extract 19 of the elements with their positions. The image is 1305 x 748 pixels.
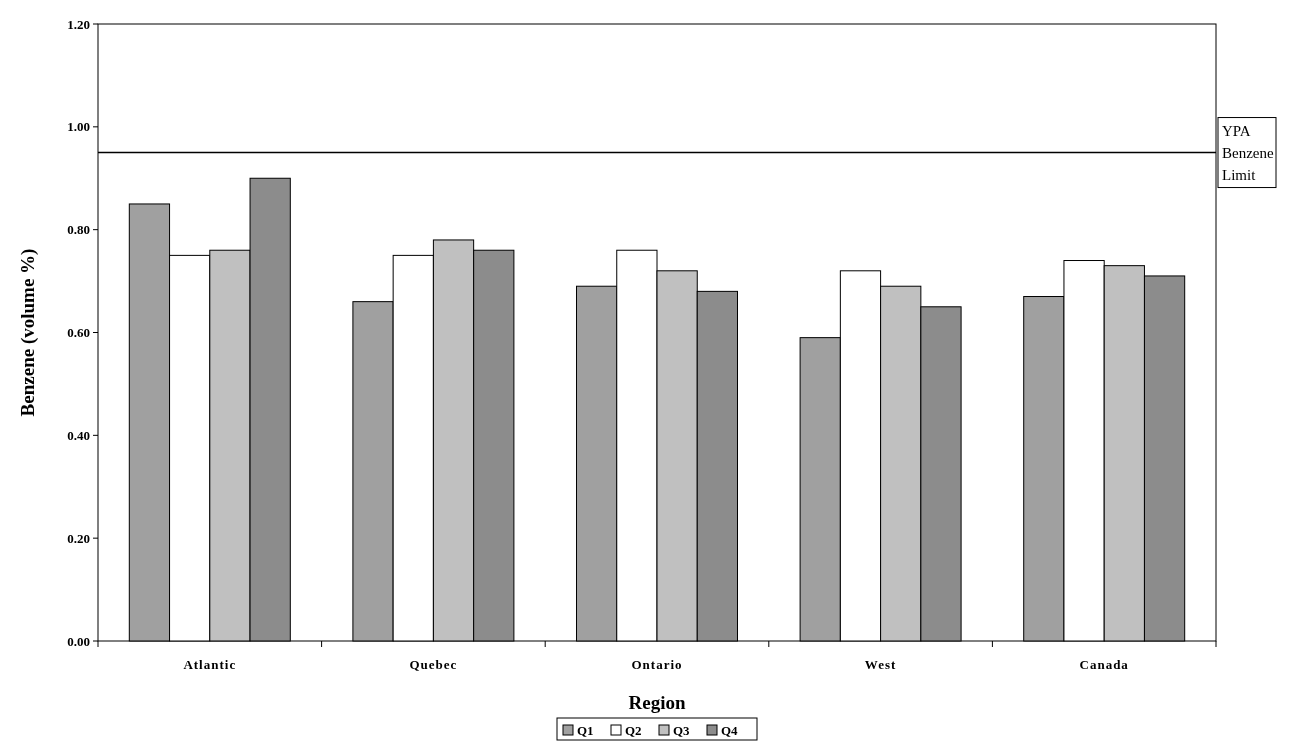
y-tick-label: 0.60 xyxy=(67,325,90,341)
y-tick-label: 0.00 xyxy=(67,633,90,649)
x-tick-label: West xyxy=(864,657,897,672)
y-tick-label: 0.40 xyxy=(67,427,90,443)
legend-label: Q3 xyxy=(673,723,691,738)
ref-line-label: YPA Benzene Limit xyxy=(1222,122,1274,183)
legend-label: Q4 xyxy=(721,723,739,738)
x-tick-label: Canada xyxy=(1079,657,1129,672)
y-tick-label: 0.20 xyxy=(67,530,90,546)
legend-label: Q2 xyxy=(625,723,642,738)
y-axis-title: Benzene (volume %) xyxy=(17,248,39,417)
legend-label: Q1 xyxy=(577,723,594,738)
y-tick-label: 0.80 xyxy=(67,222,90,238)
x-tick-label: Quebec xyxy=(409,657,458,672)
x-tick-label: Atlantic xyxy=(183,657,237,672)
y-tick-label: 1.20 xyxy=(67,16,90,32)
y-tick-label: 1.00 xyxy=(67,119,90,135)
x-tick-label: Ontario xyxy=(631,657,683,672)
x-axis-title: Region xyxy=(628,692,686,713)
